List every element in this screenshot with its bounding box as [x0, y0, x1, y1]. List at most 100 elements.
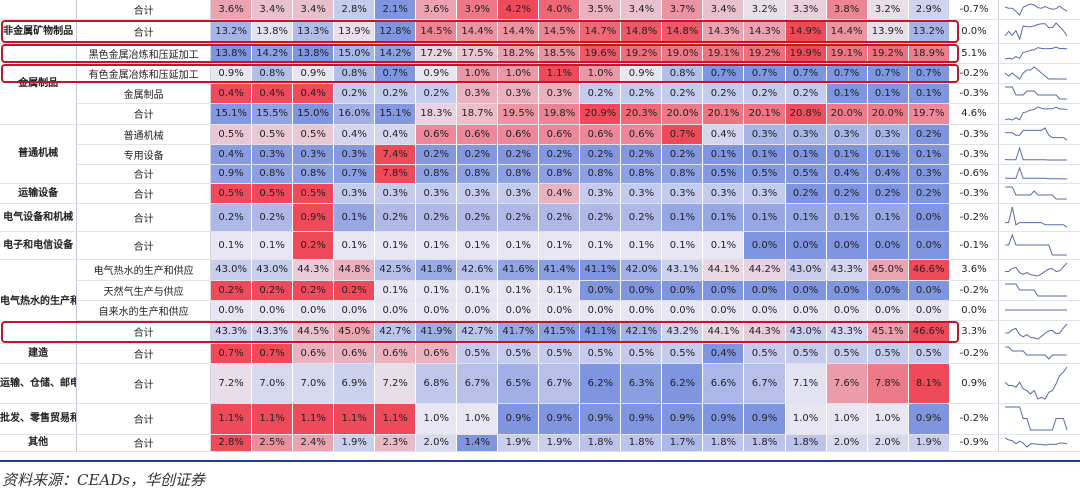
- value-cell: 0.1%: [867, 144, 909, 165]
- subcategory-label: 金属制品: [76, 83, 212, 104]
- value-cell: 1.9%: [333, 434, 376, 452]
- value-cell: 0.5%: [743, 343, 786, 364]
- value-cell: 13.8%: [292, 43, 335, 64]
- value-cell: 0.2%: [661, 144, 704, 165]
- value-cell: 0.3%: [415, 183, 458, 204]
- value-cell: 0.5%: [620, 343, 663, 364]
- change-cell: -0.2%: [948, 343, 999, 364]
- sparkline: [1005, 233, 1068, 256]
- value-cell: 18.7%: [456, 103, 499, 125]
- value-cell: 3.6%: [210, 0, 253, 20]
- value-cell: 0.1%: [867, 203, 909, 232]
- value-cell: 4.0%: [538, 0, 581, 20]
- value-cell: 2.8%: [210, 434, 253, 452]
- sparkline: [1005, 186, 1068, 200]
- value-cell: 17.5%: [456, 43, 499, 64]
- value-cell: 14.7%: [579, 19, 622, 44]
- value-cell: 0.0%: [456, 300, 499, 321]
- value-cell: 14.3%: [702, 19, 745, 44]
- sparkline: [1004, 22, 1068, 41]
- value-cell: 45.0%: [867, 259, 909, 281]
- change-cell: -0.7%: [948, 0, 999, 20]
- value-cell: 43.3%: [210, 320, 253, 344]
- value-cell: 0.6%: [415, 343, 458, 364]
- value-cell: 1.4%: [456, 434, 499, 452]
- value-cell: 0.6%: [620, 124, 663, 145]
- value-cell: 0.0%: [661, 300, 704, 321]
- sparkline-path: [1005, 86, 1068, 100]
- sparkline: [1005, 3, 1068, 16]
- value-cell: 0.3%: [292, 144, 335, 165]
- subcategory-label: 专用设备: [76, 144, 212, 165]
- sparkline-path: [1005, 146, 1068, 161]
- value-cell: 0.9%: [292, 63, 335, 84]
- value-cell: 0.7%: [867, 63, 909, 84]
- value-cell: 15.1%: [374, 103, 417, 125]
- value-cell: 44.8%: [333, 259, 376, 281]
- subcategory-label: 普通机械: [76, 124, 212, 145]
- value-cell: 1.9%: [538, 434, 581, 452]
- subcategory-label: 合计: [76, 19, 212, 44]
- category-label: 电气设备和机械: [0, 203, 78, 232]
- value-cell: 0.2%: [374, 203, 417, 232]
- change-cell: -0.6%: [948, 164, 999, 184]
- value-cell: 7.6%: [826, 363, 868, 404]
- sparkline: [1005, 86, 1068, 100]
- value-cell: 19.8%: [538, 103, 581, 125]
- value-cell: 41.6%: [497, 259, 540, 281]
- value-cell: 0.7%: [785, 63, 827, 84]
- value-cell: 0.0%: [579, 280, 622, 301]
- sparkline-cell: [998, 320, 1080, 344]
- value-cell: 0.7%: [826, 63, 868, 84]
- value-cell: 19.2%: [743, 43, 786, 64]
- table-row: 自来水的生产和供应 0.0% 0.0% 0.0% 0.0% 0.0% 0.0% 0.0% 0.0…: [0, 300, 1080, 321]
- table-row: 电子和电信设备 合计 0.1% 0.1% 0.2% 0.1% 0.1% 0.1% 0.1% 0.1…: [0, 231, 1080, 260]
- value-cell: 0.1%: [785, 144, 827, 165]
- value-cell: 0.8%: [620, 164, 663, 184]
- value-cell: 7.8%: [374, 164, 417, 184]
- sparkline-cell: [998, 144, 1080, 165]
- value-cell: 0.1%: [826, 203, 868, 232]
- value-cell: 42.6%: [456, 259, 499, 281]
- value-cell: 0.2%: [702, 83, 745, 104]
- sparkline-path: [1005, 206, 1068, 228]
- value-cell: 1.1%: [210, 403, 253, 435]
- sparkline-cell: [998, 434, 1080, 452]
- value-cell: 0.2%: [333, 83, 376, 104]
- sparkline-cell: [998, 63, 1080, 84]
- value-cell: 6.7%: [456, 363, 499, 404]
- value-cell: 0.5%: [785, 343, 827, 364]
- value-cell: 0.5%: [292, 124, 335, 145]
- value-cell: 14.5%: [538, 19, 581, 44]
- value-cell: 0.6%: [333, 343, 376, 364]
- value-cell: 0.2%: [908, 183, 950, 204]
- value-cell: 14.9%: [785, 19, 827, 44]
- value-cell: 0.9%: [702, 403, 745, 435]
- value-cell: 0.7%: [702, 63, 745, 84]
- value-cell: 0.3%: [456, 183, 499, 204]
- value-cell: 43.0%: [251, 259, 294, 281]
- value-cell: 0.5%: [702, 164, 745, 184]
- value-cell: 13.3%: [292, 19, 335, 44]
- value-cell: 0.3%: [743, 124, 786, 145]
- value-cell: 0.0%: [620, 300, 663, 321]
- value-cell: 41.8%: [415, 259, 458, 281]
- value-cell: 0.1%: [743, 144, 786, 165]
- table-row: 金属制品 0.4% 0.4% 0.4% 0.2% 0.2% 0.2% 0.3% 0.3% 0.3%…: [0, 83, 1080, 104]
- value-cell: 14.2%: [251, 43, 294, 64]
- change-cell: 3.6%: [948, 259, 999, 281]
- value-cell: 46.6%: [908, 259, 950, 281]
- table-row: 电气设备和机械 合计 0.2% 0.2% 0.9% 0.1% 0.2% 0.2% 0.2% 0.2…: [0, 203, 1080, 232]
- value-cell: 13.2%: [210, 19, 253, 44]
- value-cell: 0.7%: [333, 164, 376, 184]
- category-label: 电子和电信设备: [0, 231, 78, 260]
- value-cell: 0.8%: [292, 164, 335, 184]
- change-cell: -0.3%: [948, 83, 999, 104]
- value-cell: 1.0%: [785, 403, 827, 435]
- value-cell: 2.0%: [415, 434, 458, 452]
- sparkline-path: [1005, 46, 1068, 60]
- value-cell: 2.0%: [826, 434, 868, 452]
- change-cell: -0.2%: [948, 63, 999, 84]
- value-cell: 0.4%: [702, 343, 745, 364]
- value-cell: 0.5%: [867, 343, 909, 364]
